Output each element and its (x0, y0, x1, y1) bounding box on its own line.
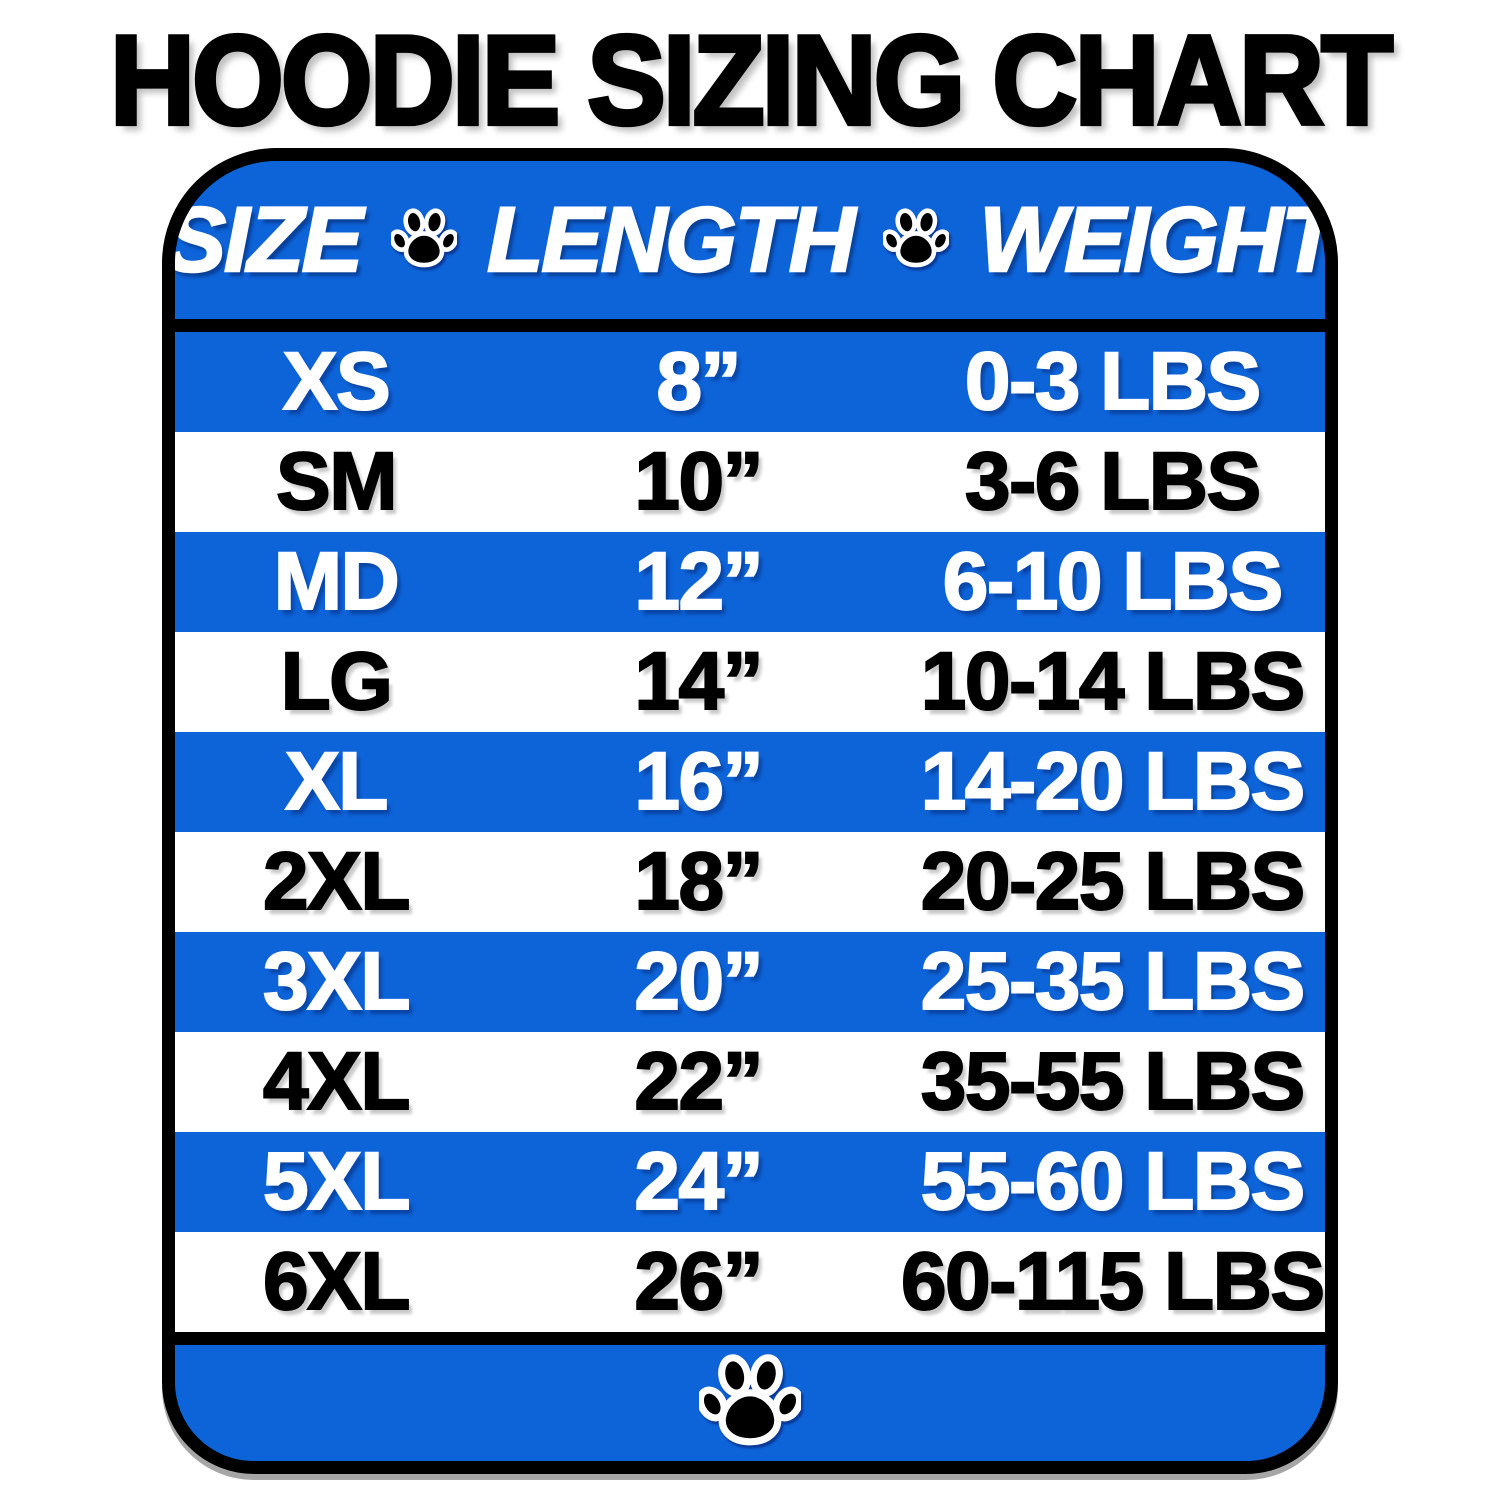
table-row: 4XL 22” 35-55 LBS (175, 1032, 1325, 1132)
column-header-weight: WEIGHT (978, 187, 1336, 292)
size-cell: LG (280, 636, 394, 727)
length-cell: 22” (633, 1036, 764, 1127)
table-row: MD 12” 6-10 LBS (175, 532, 1325, 632)
length-cell: 24” (633, 1136, 764, 1227)
weight-cell: 6-10 LBS (942, 536, 1284, 627)
size-cell: 3XL (262, 936, 411, 1027)
table-row: XL 16” 14-20 LBS (175, 732, 1325, 832)
weight-cell: 60-115 LBS (900, 1236, 1325, 1327)
size-cell: SM (275, 436, 399, 527)
size-cell: MD (273, 536, 401, 627)
weight-cell: 3-6 LBS (964, 436, 1262, 527)
length-cell: 18” (633, 836, 764, 927)
sizing-chart-card: SIZE LENGTH WEIGHT XS 8” 0-3 LBS SM 10” … (162, 148, 1338, 1474)
weight-cell: 55-60 LBS (920, 1136, 1307, 1227)
paw-icon (391, 207, 457, 273)
table-row: 6XL 26” 60-115 LBS (175, 1232, 1325, 1332)
weight-cell: 20-25 LBS (920, 836, 1307, 927)
size-table-body: XS 8” 0-3 LBS SM 10” 3-6 LBS MD 12” 6-10… (175, 332, 1325, 1345)
paw-icon (883, 207, 949, 273)
size-cell: 4XL (262, 1036, 411, 1127)
table-row: 2XL 18” 20-25 LBS (175, 832, 1325, 932)
length-cell: 16” (633, 736, 764, 827)
table-row: 3XL 20” 25-35 LBS (175, 932, 1325, 1032)
table-row: LG 14” 10-14 LBS (175, 632, 1325, 732)
size-cell: 6XL (262, 1236, 411, 1327)
paw-icon (699, 1352, 801, 1454)
size-cell: XL (284, 736, 389, 827)
weight-cell: 10-14 LBS (920, 636, 1307, 727)
table-row: SM 10” 3-6 LBS (175, 432, 1325, 532)
column-header-size: SIZE (164, 187, 364, 292)
table-header: SIZE LENGTH WEIGHT (175, 161, 1325, 332)
size-cell: 5XL (262, 1136, 411, 1227)
table-row: 5XL 24” 55-60 LBS (175, 1132, 1325, 1232)
table-footer (175, 1345, 1325, 1461)
weight-cell: 35-55 LBS (920, 1036, 1307, 1127)
weight-cell: 14-20 LBS (920, 736, 1307, 827)
length-cell: 10” (633, 436, 764, 527)
weight-cell: 25-35 LBS (920, 936, 1307, 1027)
length-cell: 12” (633, 536, 764, 627)
length-cell: 8” (655, 336, 742, 427)
size-cell: XS (282, 336, 392, 427)
page-title: HOODIE SIZING CHART (108, 9, 1395, 153)
table-row: XS 8” 0-3 LBS (175, 332, 1325, 432)
size-cell: 2XL (262, 836, 411, 927)
length-cell: 14” (633, 636, 764, 727)
length-cell: 20” (633, 936, 764, 1027)
column-header-length: LENGTH (486, 187, 857, 292)
weight-cell: 0-3 LBS (964, 336, 1262, 427)
length-cell: 26” (633, 1236, 764, 1327)
